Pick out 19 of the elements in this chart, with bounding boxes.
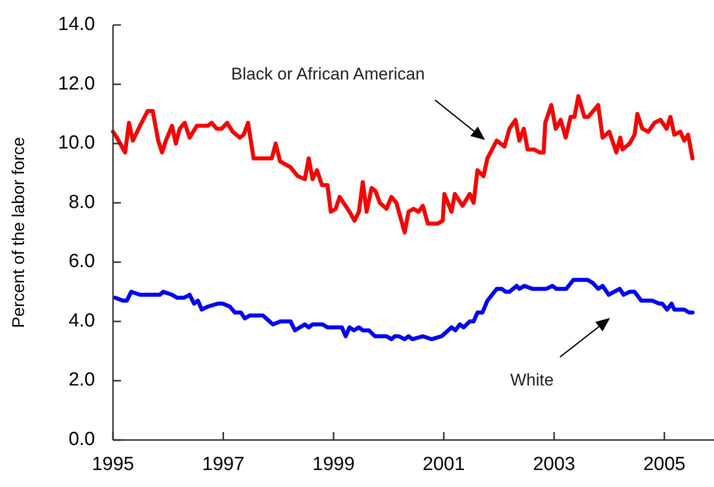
y-tick-label: 0.0 (68, 429, 95, 450)
y-tick-label: 6.0 (68, 251, 95, 272)
x-tick-label: 1997 (202, 454, 244, 475)
y-tick-label: 8.0 (68, 192, 95, 213)
y-tick-label: 12.0 (58, 73, 95, 94)
line-series (113, 278, 694, 342)
y-tick-label: 4.0 (68, 310, 95, 332)
x-tick-label: 1995 (92, 454, 134, 475)
y-axis-title: Percent of the labor force (9, 137, 28, 328)
line-series (111, 94, 694, 234)
annotation: Black or African American (231, 64, 425, 84)
x-tick-label: 2001 (422, 454, 465, 475)
y-tick-label: 2.0 (68, 370, 95, 391)
annotation: White (510, 370, 554, 390)
x-tick-label: 2005 (643, 454, 686, 475)
x-tick-label: 2003 (532, 454, 576, 475)
y-tick-label: 14.0 (58, 14, 95, 36)
y-tick-label: 10.0 (58, 132, 95, 154)
x-tick-label: 1999 (312, 454, 355, 475)
